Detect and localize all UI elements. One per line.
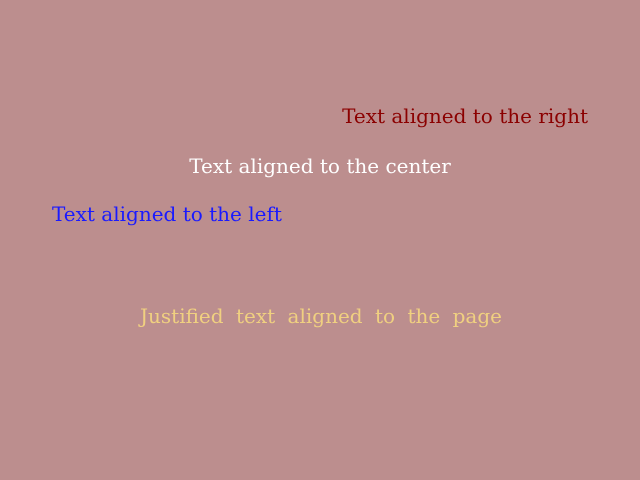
center-aligned-text: Text aligned to the center — [189, 154, 451, 178]
justified-text: Justified text aligned to the page — [140, 304, 502, 328]
right-aligned-text: Text aligned to the right — [342, 104, 588, 128]
left-aligned-text: Text aligned to the left — [52, 202, 282, 226]
